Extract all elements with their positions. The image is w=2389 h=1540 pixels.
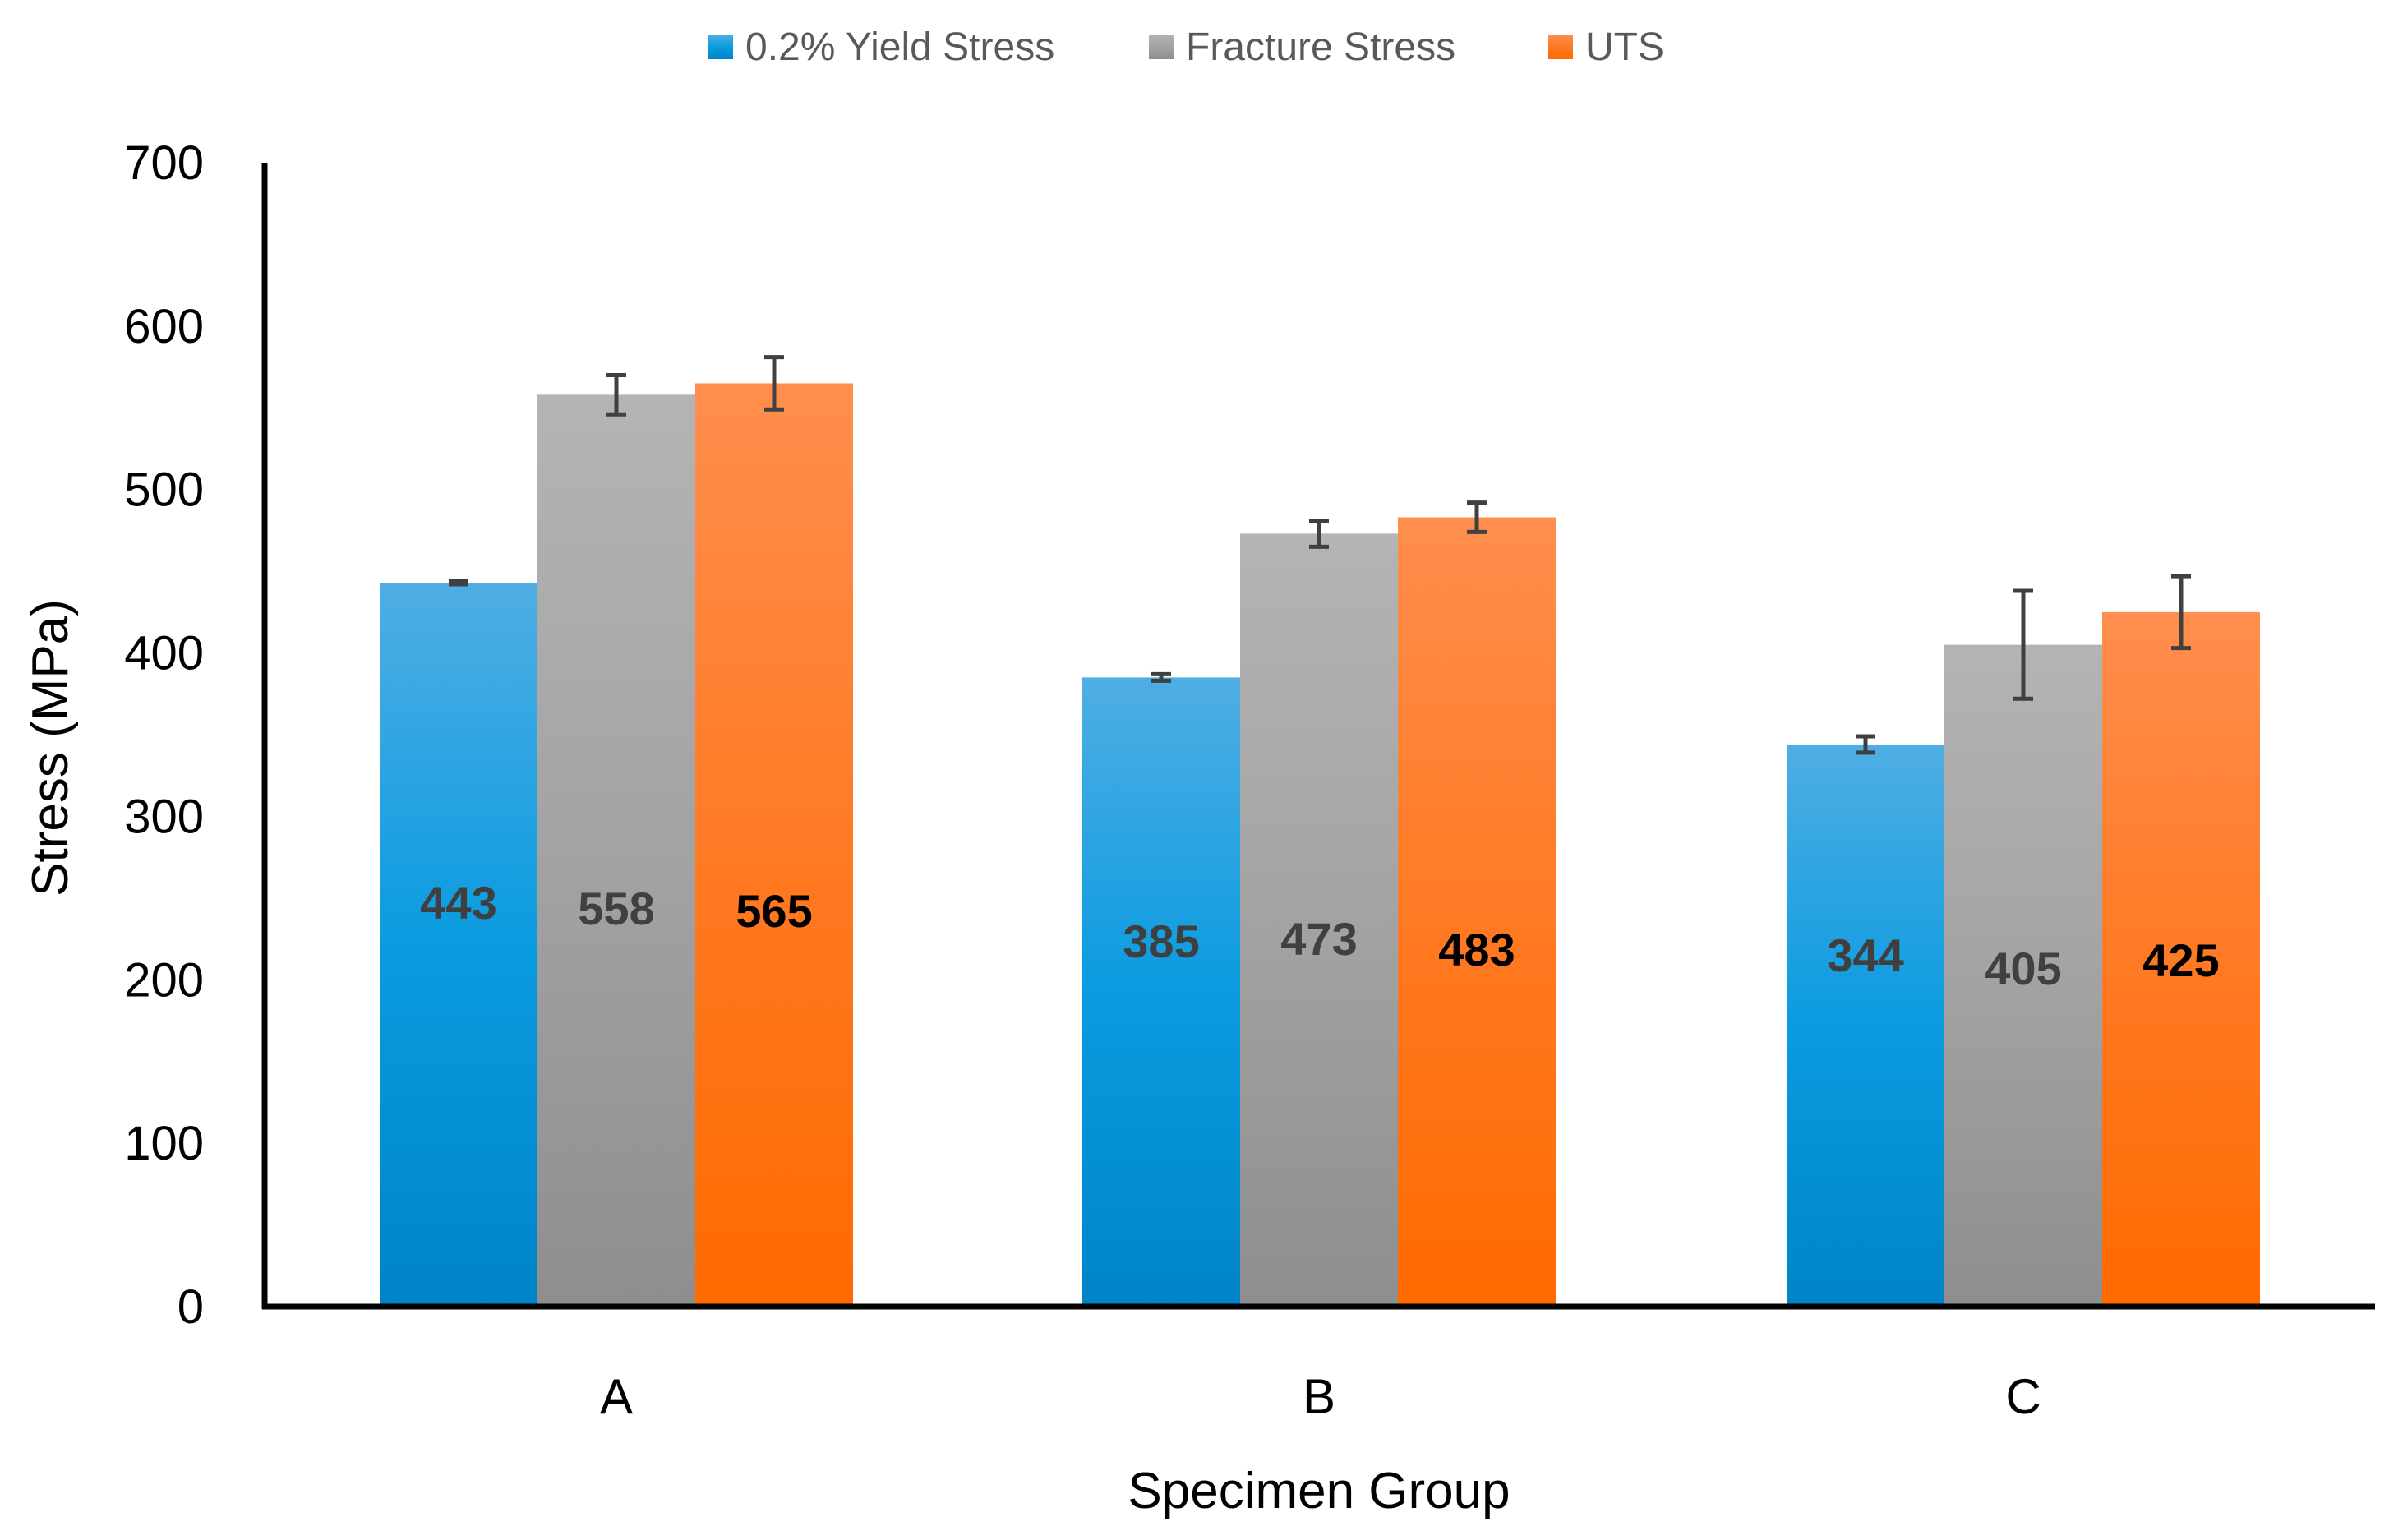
error-bars [449,355,2191,755]
bar-C-1 [1944,644,2102,1307]
bar-A-1 [537,394,695,1307]
legend-label: UTS [1585,25,1664,69]
x-tick-label: B [1303,1369,1335,1424]
bar-B-0 [1082,677,1240,1307]
y-tick-label: 200 [124,953,204,1007]
bar-C-0 [1787,744,1944,1307]
error-bar [1309,518,1329,549]
error-bar [449,579,468,587]
y-tick-label: 100 [124,1117,204,1170]
value-labels: 443 558 565 385 473 483 344 405 425 [420,877,2219,994]
data-label: 473 [1280,913,1357,965]
error-bar [606,373,626,417]
x-tick-label: A [600,1369,633,1424]
data-label: 344 [1827,929,1903,981]
legend-item: Fracture Stress [1149,25,1455,69]
legend-swatch [708,35,733,59]
error-bar [764,355,784,412]
y-tick-label: 600 [124,300,204,353]
bar-B-2 [1398,517,1556,1307]
bar-A-2 [695,383,853,1307]
legend: 0.2% Yield Stress Fracture Stress UTS [708,25,1664,69]
error-bar [1856,734,1875,755]
data-label: 405 [1985,943,2061,994]
legend-swatch [1548,35,1573,59]
bar-A-0 [380,583,537,1307]
error-bar [2013,588,2033,701]
y-tick-label: 400 [124,627,204,680]
data-label: 443 [420,877,496,929]
y-tick-label: 700 [124,136,204,190]
data-label: 565 [736,885,812,937]
y-axis-ticks: 0 100 200 300 400 500 600 700 [124,136,204,1334]
bars [380,383,2260,1307]
y-axis-title: Stress (MPa) [22,599,79,897]
y-tick-label: 300 [124,790,204,843]
x-tick-label: C [2005,1369,2041,1424]
bar-B-1 [1240,533,1398,1307]
y-tick-label: 500 [124,463,204,517]
data-label: 425 [2142,934,2219,986]
legend-label: Fracture Stress [1186,25,1455,69]
data-label: 558 [578,883,654,934]
data-label: 483 [1438,924,1515,975]
legend-item: 0.2% Yield Stress [708,25,1054,69]
error-bar [1467,500,1487,534]
y-tick-label: 0 [178,1280,204,1334]
legend-label: 0.2% Yield Stress [745,25,1054,69]
bar-C-2 [2102,611,2260,1307]
legend-item: UTS [1548,25,1664,69]
data-label: 385 [1123,915,1199,967]
legend-swatch [1149,35,1174,59]
x-axis-categories: A B C [600,1369,2041,1424]
error-bar [1151,671,1171,683]
x-axis-title: Specimen Group [1128,1463,1510,1519]
error-bar [2171,574,2191,651]
